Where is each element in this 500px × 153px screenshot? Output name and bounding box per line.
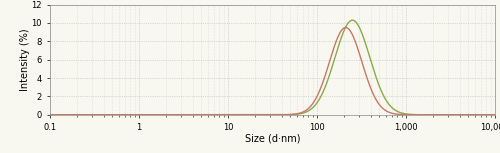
X-axis label: Size (d·nm): Size (d·nm): [245, 133, 300, 144]
Y-axis label: Intensity (%): Intensity (%): [20, 28, 30, 91]
